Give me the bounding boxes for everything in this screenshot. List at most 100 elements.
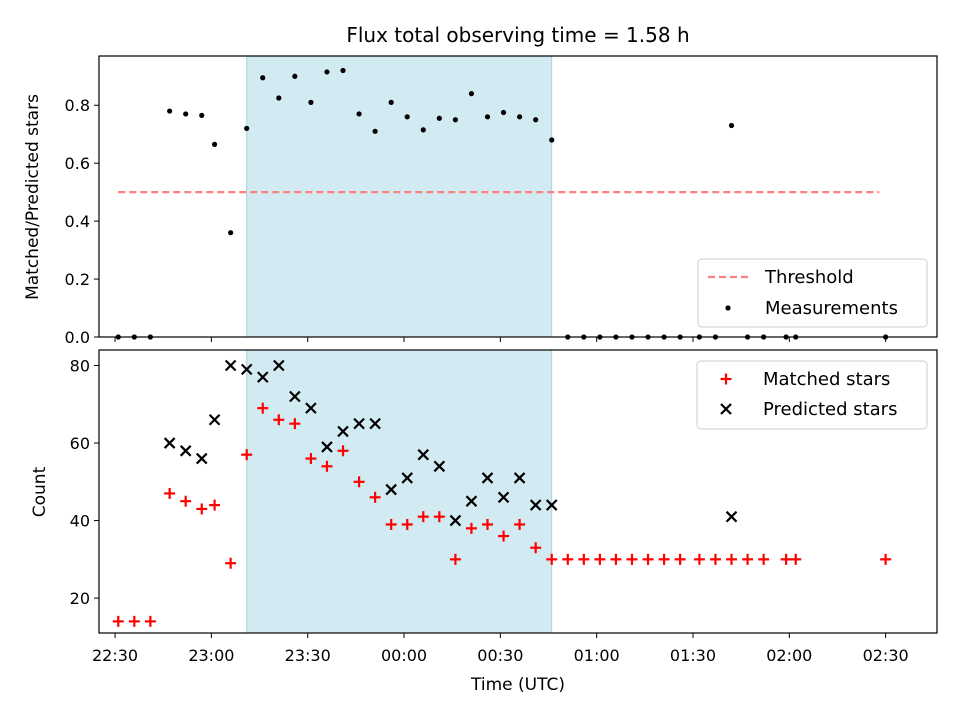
- measurement-point: [244, 125, 250, 132]
- measurement-point: [167, 108, 173, 114]
- predicted-point: [353, 417, 365, 430]
- matched-point: [180, 495, 192, 507]
- legend-matched-marker: [720, 373, 732, 385]
- counts-legend-box: [696, 360, 928, 430]
- measurement-point: [388, 99, 394, 105]
- matched-point: [321, 460, 333, 472]
- matched-point: [693, 553, 705, 565]
- ratio-legend: Threshold Measurements: [697, 258, 928, 328]
- matched-point: [369, 491, 381, 503]
- x-axis-label: Time (UTC): [470, 675, 565, 695]
- matched-point: [709, 553, 721, 565]
- matched-point: [449, 553, 461, 565]
- predicted-point: [545, 499, 558, 511]
- measurement-point: [468, 91, 475, 97]
- matched-point: [658, 553, 670, 565]
- legend-predicted-swatch: [720, 403, 732, 415]
- x-tick-label: 00:30: [477, 646, 523, 665]
- counts-y-tick-label: 40: [70, 512, 90, 531]
- predicted-point: [449, 514, 462, 527]
- predicted-point: [240, 363, 253, 376]
- measurement-point: [356, 111, 362, 117]
- matched-point: [241, 449, 253, 461]
- matched-point: [465, 522, 477, 534]
- predicted-point: [305, 402, 317, 414]
- matched-point: [433, 511, 445, 523]
- legend-predicted-label: Predicted stars: [763, 399, 897, 420]
- predicted-point: [195, 452, 208, 465]
- matched-point: [305, 453, 317, 465]
- matched-point: [257, 402, 269, 414]
- measurement-point: [500, 109, 507, 116]
- matched-point: [385, 518, 397, 530]
- matched-point: [128, 615, 140, 627]
- measurement-point: [199, 112, 205, 118]
- matched-point: [289, 418, 301, 430]
- counts-panel: 20 40 60 80 22:30 23:00 23:30 00:00 00:30 01:00 0…: [30, 349, 938, 665]
- x-tick-label: 23:30: [285, 646, 331, 665]
- matched-point: [610, 553, 622, 565]
- measurement-point: [436, 115, 442, 121]
- measurement-point: [292, 73, 298, 79]
- ratio-y-tick-label: 0.2: [65, 270, 90, 289]
- predicted-point: [401, 472, 414, 484]
- matched-point: [353, 476, 365, 488]
- predicted-point: [725, 510, 738, 523]
- matched-point: [417, 511, 429, 523]
- matched-point: [164, 487, 176, 499]
- measurement-point: [308, 99, 314, 105]
- x-tick-label: 23:00: [188, 646, 234, 665]
- measurement-point: [324, 69, 330, 75]
- counts-legend: Matched stars Predicted stars: [696, 360, 928, 430]
- x-tick-label: 01:30: [670, 646, 716, 665]
- matched-point: [626, 553, 638, 565]
- predicted-point: [385, 483, 397, 496]
- counts-panel-frame: [98, 349, 938, 634]
- predicted-point: [497, 491, 510, 504]
- x-tick-label: 02:30: [863, 646, 909, 665]
- predicted-point: [273, 359, 285, 372]
- predicted-point: [163, 437, 176, 449]
- ratio-y-axis-label: Matched/Predicted stars: [23, 94, 43, 300]
- matched-point: [144, 615, 156, 627]
- measurement-point: [372, 128, 378, 134]
- ratio-y-tick-label: 0.8: [65, 96, 90, 115]
- measurement-point: [728, 122, 735, 129]
- observing-span-shade-bottom: [246, 349, 553, 634]
- legend-matched-swatch: [720, 373, 732, 385]
- counts-y-tick-label: 60: [70, 434, 90, 453]
- matched-point: [674, 553, 686, 565]
- x-tick-label: 02:00: [766, 646, 812, 665]
- ratio-panel: 0.00.20.40.60.8 Matched/Predicted stars …: [23, 55, 938, 347]
- measurement-point: [340, 67, 346, 74]
- measurement-point: [211, 141, 218, 147]
- chart-title: Flux total observing time = 1.58 h: [346, 23, 689, 47]
- measurement-point: [276, 95, 282, 101]
- matched-point: [790, 553, 802, 565]
- ratio-legend-box: [697, 258, 928, 328]
- measurement-point: [533, 117, 539, 123]
- ratio-y-tick-label: 0.0: [65, 328, 90, 347]
- measurement-point: [452, 117, 458, 123]
- legend-predicted-marker: [720, 403, 732, 415]
- matched-point: [594, 553, 606, 565]
- predicted-point: [529, 499, 542, 511]
- measurement-point: [484, 114, 491, 120]
- predicted-point: [321, 441, 333, 453]
- matched-point: [758, 553, 770, 565]
- observing-span-shade-top: [246, 55, 553, 338]
- matched-point: [642, 553, 654, 565]
- matched-point: [481, 518, 493, 530]
- legend-measurements-label: Measurements: [765, 298, 898, 319]
- legend-measurements-swatch: [725, 305, 731, 311]
- predicted-point: [289, 390, 301, 403]
- legend-matched-label: Matched stars: [763, 369, 890, 390]
- predicted-point: [369, 417, 381, 430]
- x-tick-label: 01:00: [574, 646, 620, 665]
- predicted-point: [465, 495, 478, 507]
- counts-y-axis-label: Count: [30, 466, 50, 517]
- measurement-point: [549, 137, 555, 143]
- counts-y-tick-label: 80: [70, 357, 90, 376]
- matched-point: [401, 518, 413, 530]
